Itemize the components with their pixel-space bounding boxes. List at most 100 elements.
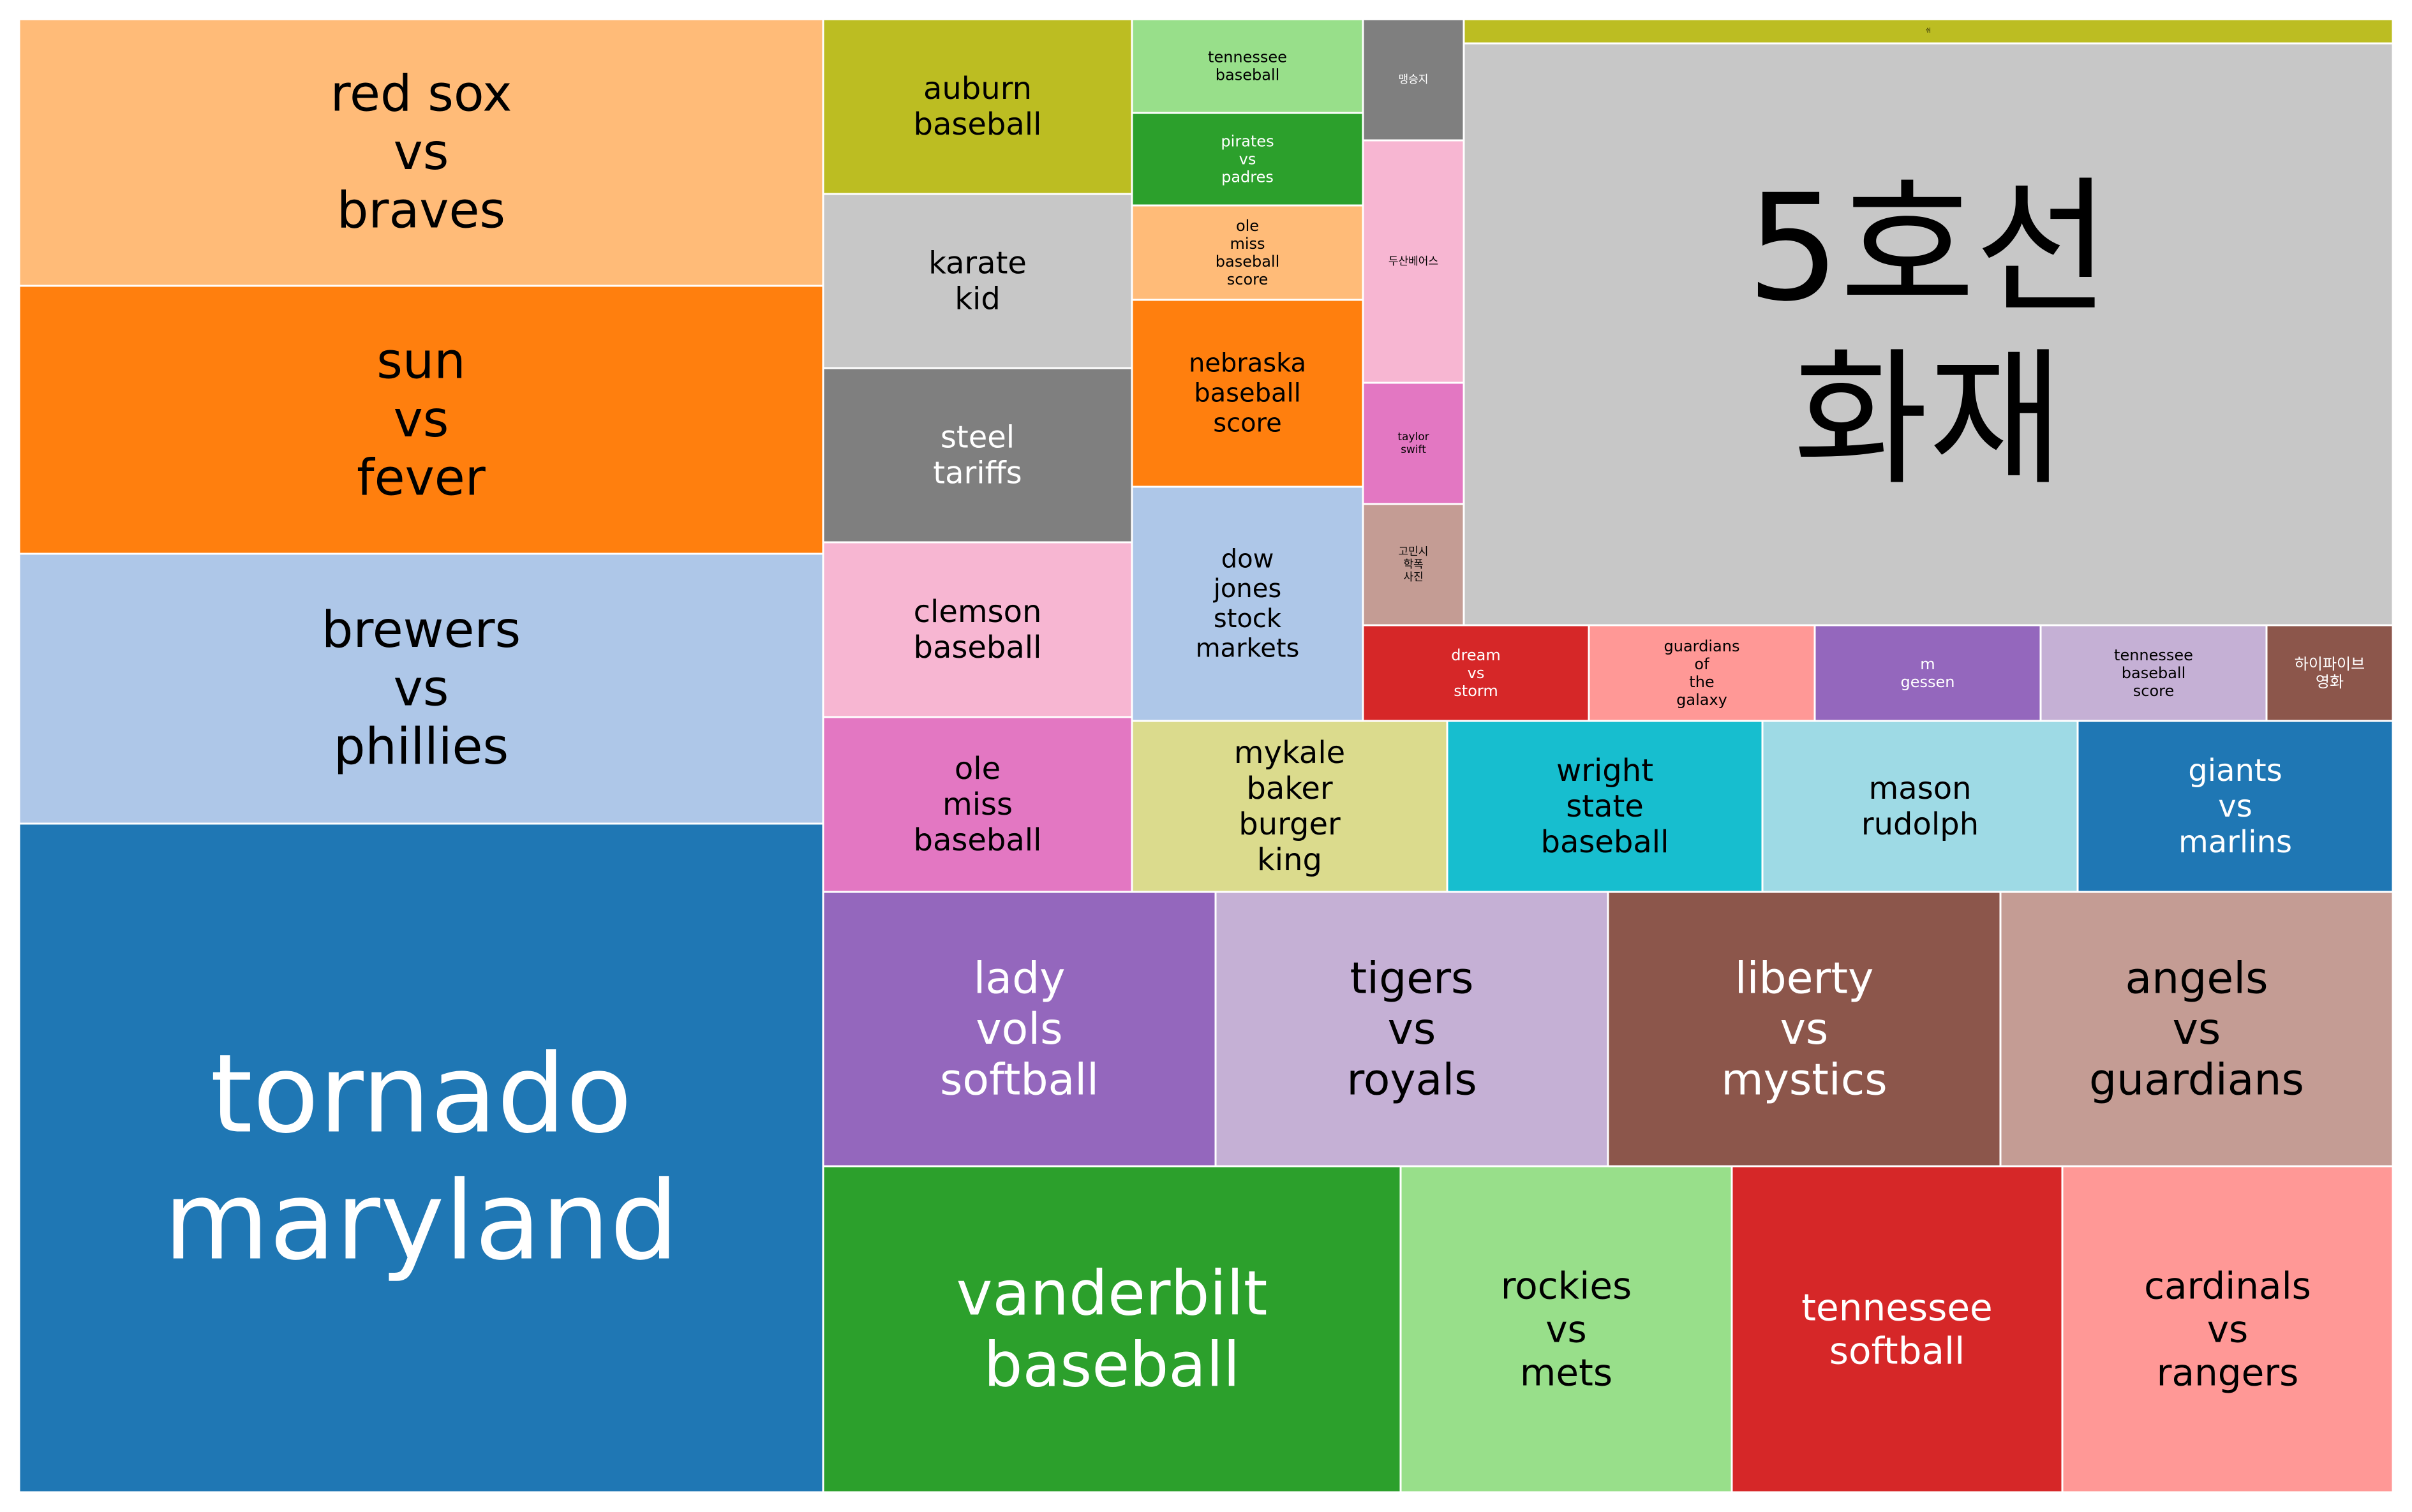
treemap-tile-label-line: score: [1227, 271, 1269, 288]
treemap-tile-label: tigers vs royals: [1346, 953, 1477, 1105]
treemap-tile-rect: [18, 822, 824, 1493]
treemap-tile-label-line: baker: [1246, 771, 1333, 806]
treemap-tile-rect: [1131, 720, 1448, 893]
treemap-tile-label-line: baseball: [1541, 824, 1669, 860]
treemap-tile-label-line: maryland: [163, 1158, 678, 1284]
treemap-tile-label-line: vs: [1388, 1004, 1436, 1055]
treemap-tile-label-line: 쉬: [1926, 27, 1931, 34]
treemap-tile-rect: [822, 891, 1217, 1167]
treemap-tile-label-line: dow: [1221, 544, 1274, 574]
treemap-tile-nebraska-baseball-score: nebraska baseball score: [1131, 299, 1364, 488]
treemap-tile-label: auburn baseball: [914, 71, 1042, 142]
treemap-tile-rect: [2039, 624, 2268, 722]
treemap-tile-label-line: tennessee: [1208, 48, 1287, 66]
treemap-tile-rect: [1131, 18, 1364, 114]
treemap-tile-rect: [1588, 624, 1816, 722]
treemap-tile-label-line: dream: [1451, 646, 1500, 664]
treemap-tile-label-line: gessen: [1901, 673, 1955, 691]
treemap-tile-rect: [822, 541, 1133, 718]
treemap-tile-label-line: score: [2133, 682, 2175, 700]
treemap-tile-label-line: king: [1257, 842, 1322, 878]
treemap-tile-label-line: auburn: [923, 71, 1032, 107]
treemap-tile-dow-jones-stock-markets: dow jones stock markets: [1131, 485, 1364, 722]
treemap-tile-label-line: tennessee: [2114, 646, 2193, 664]
treemap-tile-label-line: liberty: [1735, 953, 1874, 1004]
treemap-tile-label-line: wright: [1556, 753, 1653, 789]
treemap-tile-tennessee-baseball: tennessee baseball: [1131, 18, 1364, 114]
treemap-tile-label-line: vs: [394, 124, 449, 181]
treemap-tile-label: brewers vs phillies: [322, 602, 521, 776]
treemap-tile-rect: [1362, 139, 1465, 384]
treemap-tile-label: mykale baker burger king: [1234, 735, 1345, 878]
treemap-tile-clemson-baseball: clemson baseball: [822, 541, 1133, 718]
treemap-tile-rockies-vs-mets: rockies vs mets: [1399, 1165, 1733, 1493]
treemap-tile-label-line: vols: [976, 1004, 1062, 1055]
treemap-tile-label-line: guardians: [2089, 1055, 2304, 1105]
treemap-tile-label-line: ole: [955, 751, 1001, 787]
treemap-tile-rect: [1362, 18, 1465, 142]
treemap-tile-label-line: royals: [1346, 1055, 1477, 1105]
treemap-tile-label: tennessee baseball: [1208, 48, 1287, 84]
treemap-tile-rect: [1362, 503, 1465, 626]
treemap-tile-label-line: steel: [941, 419, 1015, 455]
treemap-tile-ole-miss-baseball-score: ole miss baseball score: [1131, 204, 1364, 301]
treemap-tile-label-line: score: [1213, 408, 1281, 438]
treemap-tile-label-line: vs: [394, 660, 449, 718]
treemap-tile-label-line: fever: [357, 449, 486, 507]
treemap-tile-rect: [822, 367, 1133, 544]
treemap-tile-label-line: phillies: [334, 718, 509, 776]
treemap-tile-label-line: giants: [2188, 753, 2282, 789]
treemap-tile-label: cardinals vs rangers: [2144, 1264, 2311, 1395]
treemap-tile-rect: [822, 1165, 1402, 1493]
treemap-tile-label-line: galaxy: [1676, 691, 1727, 709]
treemap-tile-label: 맹승지: [1399, 73, 1429, 86]
treemap-tile-label-line: vs: [1780, 1004, 1829, 1055]
treemap-tile-label-line: 고민시: [1399, 545, 1429, 558]
treemap-tile-vanderbilt-baseball: vanderbilt baseball: [822, 1165, 1402, 1493]
treemap-tile-label-line: baseball: [914, 630, 1042, 665]
treemap-tile-label-line: jones: [1213, 574, 1281, 604]
treemap-tile-label-line: burger: [1239, 806, 1341, 842]
treemap-tile-label-line: 두산베어스: [1388, 255, 1438, 268]
treemap-tile-label-line: miss: [942, 787, 1013, 822]
treemap-tile-label: 5호선 화재: [1746, 163, 2110, 505]
treemap-tile-giants-vs-marlins: giants vs marlins: [2076, 720, 2394, 893]
treemap-tile-karate-kid: karate kid: [822, 193, 1133, 369]
treemap-tile-label-line: baseball: [984, 1330, 1240, 1401]
treemap-tile-brewers-vs-phillies: brewers vs phillies: [18, 552, 824, 825]
treemap-tile-label-line: braves: [337, 182, 505, 239]
treemap-tile-label-line: taylor: [1397, 431, 1429, 443]
treemap-tile-rect: [1214, 891, 1609, 1167]
treemap-tile-label-line: storm: [1454, 682, 1498, 700]
treemap-tile-item-15: 두산베어스: [1362, 139, 1465, 384]
treemap-tile-mason-rudolph: mason rudolph: [1761, 720, 2079, 893]
treemap-tile-lady-vols-softball: lady vols softball: [822, 891, 1217, 1167]
treemap-tile-label-line: mystics: [1721, 1055, 1887, 1105]
treemap-tile-label-line: 5호선: [1746, 163, 2110, 334]
treemap-tile-label-line: vs: [2218, 789, 2252, 824]
treemap-tile-auburn-baseball: auburn baseball: [822, 18, 1133, 195]
treemap-tile-dream-vs-storm: dream vs storm: [1362, 624, 1590, 722]
treemap-tile-label: 하이파이브 영화: [2295, 655, 2365, 691]
treemap-tile-label-line: rangers: [2157, 1351, 2299, 1394]
treemap-tile---: 고민시 학폭 사진: [1362, 503, 1465, 626]
treemap-tile-label: liberty vs mystics: [1721, 953, 1887, 1105]
treemap-tile-label-line: kid: [955, 281, 1001, 317]
treemap-tile-label-line: padres: [1221, 168, 1274, 186]
treemap-tile-label-line: 하이파이브: [2295, 655, 2365, 673]
treemap-tile-label-line: m: [1920, 655, 1935, 673]
treemap-tile-label: tornado maryland: [163, 1032, 678, 1285]
treemap-tile-label: steel tariffs: [933, 419, 1022, 491]
treemap-tile-label: 두산베어스: [1388, 255, 1438, 268]
treemap-tile-wright-state-baseball: wright state baseball: [1446, 720, 1764, 893]
treemap-tile-label-line: of: [1694, 655, 1709, 673]
treemap-tile-tennessee-softball: tennessee softball: [1731, 1165, 2064, 1493]
treemap-tile-tornado-maryland: tornado maryland: [18, 822, 824, 1493]
treemap-tile-rect: [822, 716, 1133, 893]
treemap-tile-label-line: red sox: [331, 66, 512, 123]
treemap-tile-label-line: guardians: [1664, 637, 1740, 655]
treemap-tile-label: nebraska baseball score: [1189, 349, 1306, 438]
treemap-tile-red-sox-vs-braves: red sox vs braves: [18, 18, 824, 287]
treemap-tile-rect: [1999, 891, 2394, 1167]
